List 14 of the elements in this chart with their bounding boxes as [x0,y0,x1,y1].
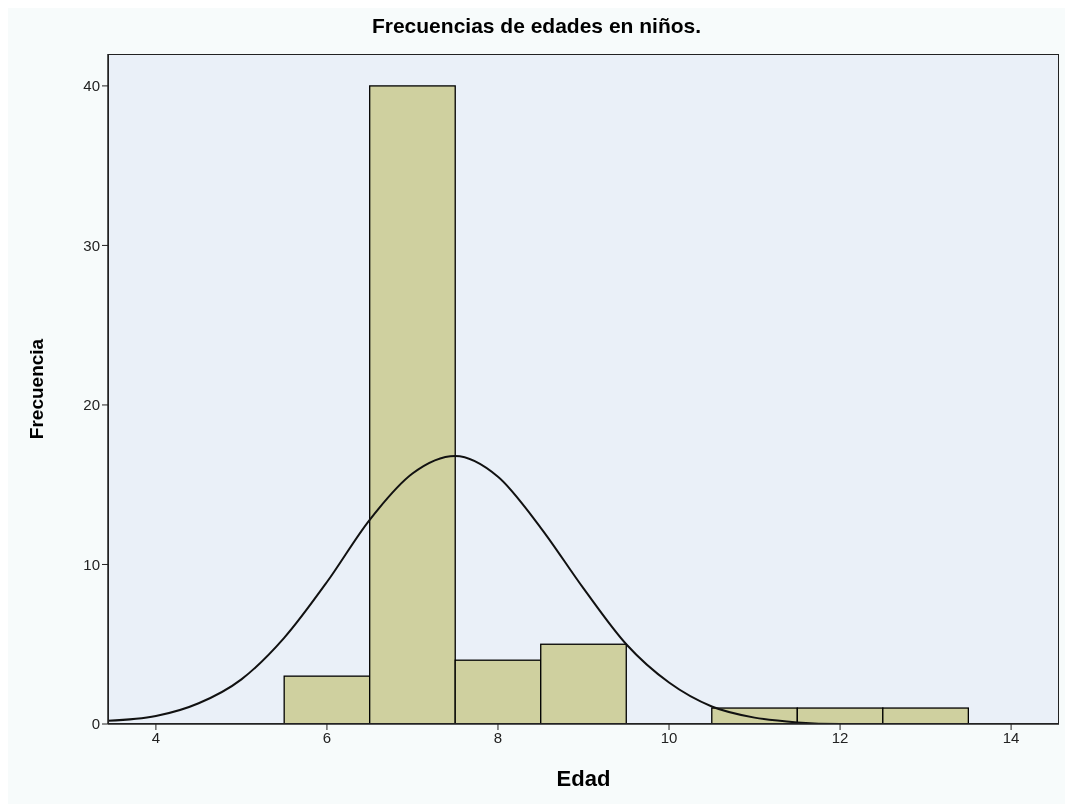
x-tick-label: 14 [1002,728,1020,746]
y-tick-label: 40 [83,77,100,95]
x-axis-title: Edad [556,766,611,791]
y-tick-label: 30 [83,236,100,254]
y-tick-label: 0 [91,715,100,733]
x-tick-label: 4 [151,728,161,746]
x-tick-label: 6 [322,728,332,746]
y-tick-label: 10 [83,555,100,573]
x-tick-label: 10 [660,728,678,746]
y-tick-label: 20 [83,396,100,414]
chart-title: Frecuencias de edades en niños. [370,13,703,39]
x-tick-label: 12 [831,728,849,746]
x-tick-label: 8 [493,728,503,746]
y-axis-title: Frecuencia [25,338,47,440]
